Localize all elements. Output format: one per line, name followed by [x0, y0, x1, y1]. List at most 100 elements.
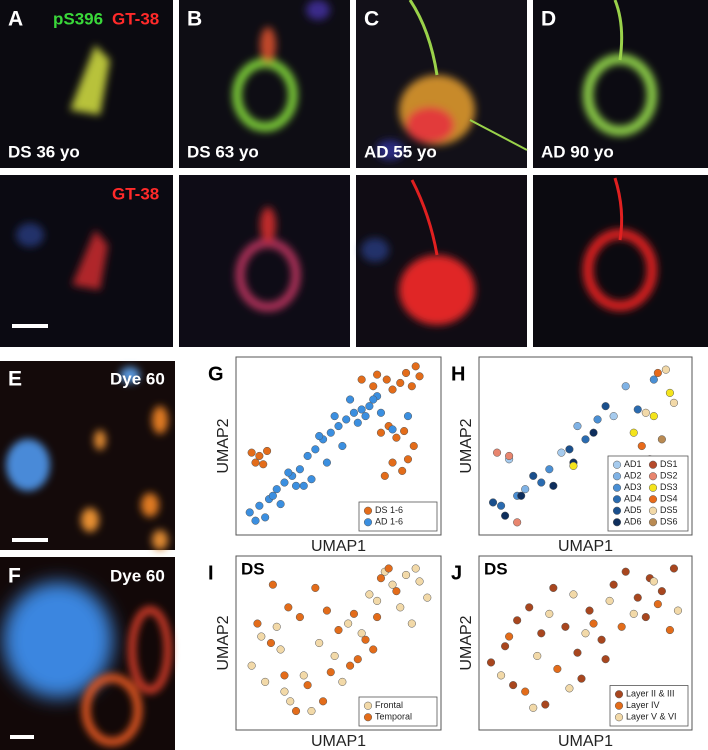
- point: [617, 622, 626, 631]
- point: [268, 491, 277, 500]
- point: [247, 661, 256, 670]
- legend-swatch: [648, 506, 658, 515]
- point: [344, 619, 353, 628]
- point: [637, 441, 646, 451]
- point: [541, 700, 550, 709]
- point: [295, 465, 304, 474]
- point: [403, 412, 413, 421]
- point: [649, 412, 658, 421]
- legend-swatch: [612, 495, 622, 504]
- x-axis-label: UMAP1: [558, 733, 613, 750]
- image-row-2: [0, 175, 708, 347]
- point: [357, 405, 366, 414]
- point: [369, 382, 378, 391]
- panel-label: AD 90 yo: [541, 142, 614, 161]
- point: [629, 609, 638, 618]
- point: [629, 428, 638, 437]
- point: [641, 408, 650, 417]
- point: [589, 619, 598, 628]
- legend-label: AD5: [624, 505, 642, 515]
- point: [357, 629, 366, 638]
- point: [373, 596, 382, 605]
- legend-label: AD3: [624, 482, 642, 492]
- point: [330, 412, 339, 421]
- point: [276, 645, 285, 654]
- point: [255, 501, 264, 510]
- point: [284, 468, 293, 477]
- legend-swatch: [648, 460, 658, 469]
- point: [376, 408, 386, 417]
- legend-label: Layer II & III: [626, 689, 675, 699]
- image-row-1: [0, 0, 708, 168]
- point: [657, 435, 666, 444]
- point: [669, 564, 678, 573]
- point: [245, 508, 254, 517]
- legend-swatch: [363, 506, 373, 515]
- point: [509, 681, 518, 690]
- point: [569, 590, 578, 599]
- point: [365, 402, 374, 411]
- point: [553, 664, 562, 673]
- point: [257, 632, 266, 641]
- point: [266, 638, 276, 648]
- panel-letter: D: [541, 8, 556, 31]
- point: [315, 638, 324, 648]
- point: [338, 677, 347, 686]
- legend-label: Layer V & VI: [626, 712, 677, 722]
- panel-letter: C: [364, 8, 379, 31]
- point: [565, 445, 574, 454]
- point: [369, 395, 378, 404]
- point: [311, 445, 320, 454]
- point: [415, 372, 424, 381]
- point: [513, 518, 522, 527]
- x-axis-label: UMAP1: [311, 538, 366, 555]
- panel-letter: E: [8, 368, 22, 391]
- point: [322, 458, 331, 467]
- point: [373, 613, 382, 622]
- point: [609, 580, 618, 589]
- point: [369, 645, 378, 654]
- point: [388, 425, 397, 434]
- point: [513, 616, 522, 625]
- point: [673, 606, 683, 615]
- stain-label: pS396: [53, 9, 103, 28]
- point: [653, 600, 662, 609]
- point: [409, 441, 418, 451]
- dye-images: [0, 361, 175, 750]
- point: [581, 435, 590, 444]
- point: [396, 378, 405, 387]
- point: [330, 651, 339, 661]
- point: [376, 428, 386, 437]
- point: [346, 661, 355, 670]
- legend-swatch: [363, 518, 373, 527]
- point: [649, 577, 658, 586]
- legend-swatch: [614, 713, 624, 722]
- point: [268, 580, 277, 589]
- point: [497, 501, 506, 510]
- legend-label: DS5: [660, 505, 678, 515]
- point: [247, 448, 256, 457]
- point: [388, 580, 397, 589]
- point: [605, 596, 614, 605]
- point: [633, 405, 642, 414]
- point: [261, 677, 270, 686]
- point: [407, 619, 416, 628]
- legend-label: Temporal: [375, 712, 412, 722]
- point: [633, 593, 642, 602]
- point: [272, 622, 281, 631]
- point: [380, 471, 389, 480]
- point: [407, 382, 416, 391]
- legend-label: DS 1-6: [375, 505, 403, 515]
- legend-swatch: [614, 690, 624, 699]
- point: [573, 648, 582, 657]
- legend-swatch: [648, 518, 658, 527]
- point: [486, 658, 496, 667]
- point: [621, 567, 630, 576]
- point: [549, 481, 558, 490]
- point: [326, 668, 335, 677]
- point: [365, 590, 374, 599]
- legend-swatch: [363, 713, 373, 722]
- point: [357, 375, 366, 384]
- point: [315, 431, 324, 441]
- legend-label: AD 1-6: [375, 517, 403, 527]
